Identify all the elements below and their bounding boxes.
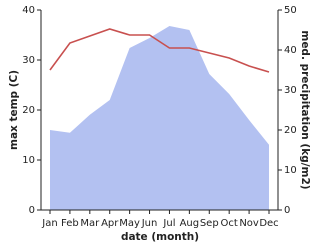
y-tick-label: 20 [22, 105, 35, 116]
y2-tick-label: 20 [284, 125, 297, 136]
y2-axis-label: med. precipitation (kg/m2) [299, 30, 311, 189]
y2-tick-label: 30 [284, 85, 297, 96]
temp-line [49, 28, 270, 73]
y-tick-label: 0 [29, 205, 35, 216]
x-axis-label: date (month) [121, 231, 199, 243]
x-tick-label: May [119, 218, 140, 229]
x-tick-label: Mar [80, 218, 100, 229]
x-tick-label: Oct [221, 218, 238, 229]
y2-tick-label: 50 [284, 5, 297, 16]
x-tick-label: Sep [200, 218, 219, 229]
y-tick-label: 30 [22, 55, 35, 66]
x-tick-label: Apr [101, 218, 119, 229]
y-tick-label: 10 [22, 155, 35, 166]
y2-tick-label: 0 [284, 205, 290, 216]
y-axis-label: max temp (C) [8, 70, 20, 150]
x-tick-label: Jan [41, 218, 57, 229]
x-tick-label: Feb [61, 218, 79, 229]
y2-tick-label: 40 [284, 45, 297, 56]
y2-tick-label: 10 [284, 165, 297, 176]
x-tick-label: Jul [162, 218, 175, 229]
x-tick-label: Dec [259, 218, 278, 229]
precip-area [50, 26, 269, 210]
x-tick-label: Jun [141, 218, 158, 229]
y-tick-label: 40 [22, 5, 35, 16]
x-tick-label: Nov [239, 218, 259, 229]
x-tick-label: Aug [180, 218, 200, 229]
